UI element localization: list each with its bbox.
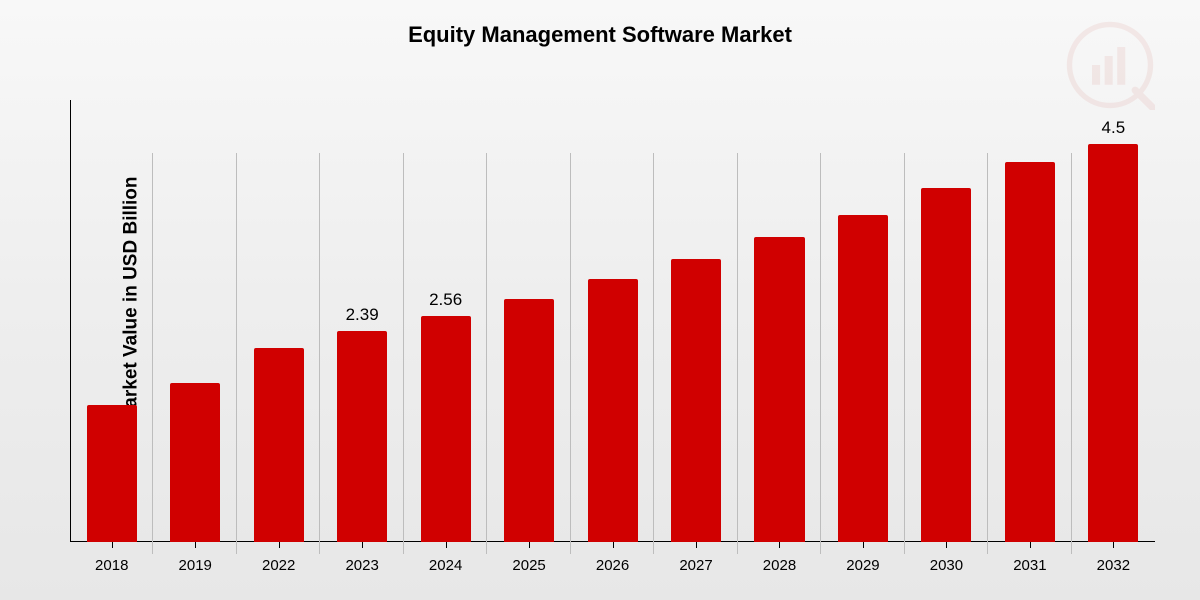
x-tick <box>112 542 113 548</box>
bar <box>1005 162 1055 542</box>
x-axis-label: 2026 <box>571 557 654 574</box>
bar-slot <box>70 100 153 542</box>
x-axis-labels: 2018201920222023202420252026202720282029… <box>70 557 1155 574</box>
plot-area: 2.392.56 4.5 <box>70 100 1155 542</box>
bar-slot <box>988 100 1071 542</box>
x-axis-label: 2024 <box>404 557 487 574</box>
bar-slot <box>821 100 904 542</box>
bar <box>921 188 971 542</box>
bar <box>838 215 888 542</box>
x-tick <box>1113 542 1114 548</box>
bar-slot: 2.39 <box>320 100 403 542</box>
bar-slot: 4.5 <box>1072 100 1155 542</box>
bars-container: 2.392.56 4.5 <box>70 100 1155 542</box>
x-axis-label: 2019 <box>153 557 236 574</box>
x-axis-label: 2032 <box>1072 557 1155 574</box>
bar <box>337 331 387 542</box>
bar-slot <box>487 100 570 542</box>
bar <box>754 237 804 542</box>
bar <box>421 316 471 542</box>
x-tick <box>195 542 196 548</box>
x-tick <box>696 542 697 548</box>
x-tick <box>613 542 614 548</box>
x-tick <box>279 542 280 548</box>
x-tick <box>446 542 447 548</box>
bar <box>87 405 137 542</box>
chart-title: Equity Management Software Market <box>0 22 1200 48</box>
x-tick <box>362 542 363 548</box>
x-tick <box>946 542 947 548</box>
x-axis-label: 2025 <box>487 557 570 574</box>
x-axis-label: 2018 <box>70 557 153 574</box>
x-axis-label: 2030 <box>905 557 988 574</box>
x-axis-label: 2028 <box>738 557 821 574</box>
bar <box>588 279 638 542</box>
x-axis-label: 2027 <box>654 557 737 574</box>
bar-value-label: 2.56 <box>404 290 487 310</box>
bar-slot <box>905 100 988 542</box>
bar-slot <box>571 100 654 542</box>
x-axis-label: 2029 <box>821 557 904 574</box>
bar <box>504 299 554 542</box>
bar <box>254 348 304 542</box>
x-axis-label: 2023 <box>320 557 403 574</box>
x-tick <box>779 542 780 548</box>
bar-value-label: 2.39 <box>320 305 403 325</box>
x-tick <box>529 542 530 548</box>
bar-value-label: 4.5 <box>1072 118 1155 138</box>
bar-slot <box>237 100 320 542</box>
bar <box>170 383 220 542</box>
x-tick <box>863 542 864 548</box>
bar-slot <box>153 100 236 542</box>
bar <box>1088 144 1138 542</box>
bar-slot: 2.56 <box>404 100 487 542</box>
bar-slot <box>654 100 737 542</box>
x-axis-label: 2031 <box>988 557 1071 574</box>
x-tick <box>1030 542 1031 548</box>
bar-slot <box>738 100 821 542</box>
bar <box>671 259 721 542</box>
x-axis-label: 2022 <box>237 557 320 574</box>
